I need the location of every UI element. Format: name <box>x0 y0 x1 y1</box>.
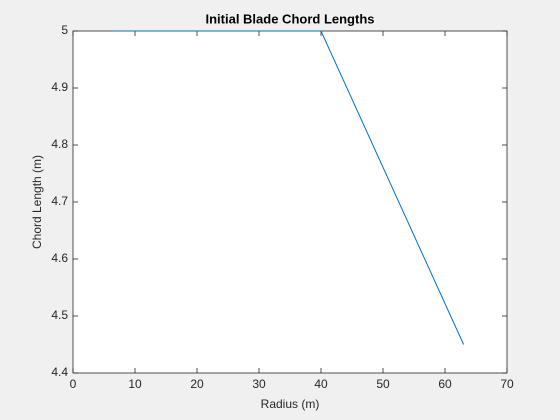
x-tick-label: 70 <box>500 377 514 391</box>
x-tick-label: 20 <box>190 377 204 391</box>
x-tick-label: 0 <box>70 377 77 391</box>
y-tick-label: 4.8 <box>51 137 68 151</box>
y-tick-label: 4.6 <box>51 251 68 265</box>
y-tick-label: 4.4 <box>51 365 68 379</box>
y-tick-label: 4.7 <box>51 194 68 208</box>
y-tick-label: 4.9 <box>51 80 68 94</box>
data-line <box>112 30 465 345</box>
y-axis-label: Chord Length (m) <box>30 155 44 249</box>
y-tick-label: 5 <box>61 23 68 37</box>
x-axis-label: Radius (m) <box>261 397 320 411</box>
x-tick-label: 30 <box>252 377 266 391</box>
x-tick-label: 40 <box>314 377 328 391</box>
x-tick-label: 60 <box>438 377 452 391</box>
chart-title: Initial Blade Chord Lengths <box>205 11 374 26</box>
plot-area <box>72 30 508 374</box>
x-tick-label: 50 <box>376 377 390 391</box>
y-tick-label: 4.5 <box>51 308 68 322</box>
x-tick-label: 10 <box>128 377 142 391</box>
